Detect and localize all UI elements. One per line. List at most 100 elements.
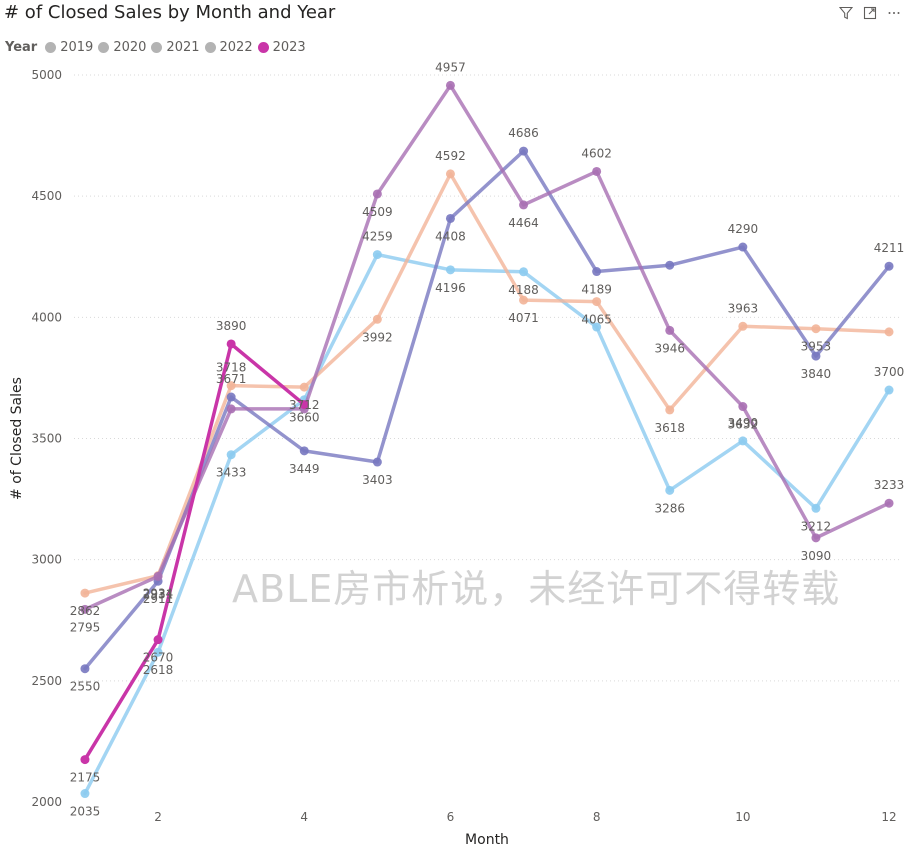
data-label: 3403 <box>362 473 393 487</box>
data-label: 3286 <box>654 501 685 515</box>
legend-marker <box>151 41 163 53</box>
legend-marker <box>204 41 216 53</box>
data-point-2020 <box>884 327 894 337</box>
data-label: 3718 <box>216 361 247 375</box>
data-label: 3632 <box>728 418 759 432</box>
data-point-2023 <box>153 635 163 645</box>
data-label: 3946 <box>654 341 685 355</box>
series-line-2019 <box>83 252 891 796</box>
data-point-2020 <box>445 169 455 179</box>
data-point-2019 <box>592 322 602 332</box>
data-label: 4196 <box>435 281 466 295</box>
data-label: 3090 <box>801 549 832 563</box>
series-line-2022 <box>83 83 891 612</box>
data-label: 2670 <box>143 651 174 665</box>
legend-item-2020[interactable]: 2020 <box>98 40 146 55</box>
data-point-2020 <box>811 324 821 334</box>
visual-header-icons <box>837 4 903 22</box>
data-point-2019 <box>445 265 455 275</box>
data-point-2022 <box>226 404 236 414</box>
data-point-2019 <box>372 250 382 260</box>
more-options-icon[interactable] <box>885 4 903 22</box>
focus-mode-icon[interactable] <box>861 4 879 22</box>
data-point-2021 <box>811 351 821 361</box>
data-point-2019 <box>80 789 90 799</box>
legend-item-2023[interactable]: 2023 <box>257 39 306 55</box>
data-label: 3963 <box>728 301 759 315</box>
data-point-2021 <box>226 392 236 402</box>
data-label: 4071 <box>508 311 539 325</box>
data-point-2019 <box>884 385 894 395</box>
data-point-2019 <box>811 503 821 513</box>
y-axis-title: # of Closed Sales <box>9 377 25 500</box>
data-point-2023 <box>299 400 309 410</box>
x-tick-label: 6 <box>447 810 455 824</box>
data-point-2019 <box>665 485 675 495</box>
data-label: 3700 <box>874 365 905 379</box>
legend-item-2021[interactable]: 2021 <box>151 40 200 55</box>
series-line-2023 <box>83 342 307 762</box>
data-label: 3233 <box>874 478 905 492</box>
x-tick-label: 10 <box>735 810 750 824</box>
data-label: 2931 <box>143 587 174 601</box>
y-tick-label: 2500 <box>31 674 62 688</box>
data-label: 3890 <box>216 319 247 333</box>
data-point-2022 <box>153 571 163 581</box>
data-label: 3660 <box>289 411 320 425</box>
data-point-2022 <box>665 325 675 335</box>
data-label: 3433 <box>216 466 247 480</box>
data-label: 3712 <box>289 398 320 412</box>
data-label: 3449 <box>289 462 320 476</box>
data-label: 3953 <box>801 340 832 354</box>
data-label: 4259 <box>362 230 393 244</box>
x-tick-label: 4 <box>300 810 308 824</box>
data-label: 4188 <box>508 283 539 297</box>
data-label: 4211 <box>874 241 905 255</box>
data-point-2021 <box>738 242 748 252</box>
legend-label: 2023 <box>272 39 306 55</box>
data-point-2022 <box>519 200 529 210</box>
legend-item-2019[interactable]: 2019 <box>45 40 93 55</box>
data-point-2020 <box>372 314 382 324</box>
data-label: 2862 <box>70 604 101 618</box>
y-tick-label: 2000 <box>31 795 62 809</box>
data-point-2020 <box>665 405 675 415</box>
data-label: 4290 <box>728 222 759 236</box>
legend-label: 2020 <box>113 39 147 55</box>
data-point-2020 <box>80 588 90 598</box>
data-point-2022 <box>80 604 90 614</box>
data-label: 4509 <box>362 205 393 219</box>
data-label: 2618 <box>143 663 174 677</box>
x-axis-title: Month <box>465 832 509 848</box>
legend-label: 2019 <box>60 39 94 55</box>
data-point-2019 <box>519 267 529 277</box>
data-point-2021 <box>592 267 602 277</box>
watermark-text: ABLE房市析说，未经许可不得转载 <box>232 567 841 611</box>
y-tick-label: 3500 <box>31 432 62 446</box>
data-label: 2035 <box>70 805 101 819</box>
filter-icon[interactable] <box>837 4 855 22</box>
data-point-2021 <box>299 446 309 456</box>
data-point-2022 <box>811 533 821 543</box>
legend-marker <box>45 41 57 53</box>
data-point-2020 <box>299 382 309 392</box>
data-point-2019 <box>153 647 163 657</box>
data-label: 3212 <box>801 519 832 533</box>
data-point-2022 <box>592 166 602 176</box>
y-tick-label: 4000 <box>31 310 62 324</box>
data-point-2023 <box>80 755 90 765</box>
data-point-2019 <box>226 450 236 460</box>
legend-item-2022[interactable]: 2022 <box>204 40 253 55</box>
data-label: 3992 <box>362 330 393 344</box>
data-label: 2911 <box>143 592 174 606</box>
data-point-2023 <box>226 339 236 349</box>
data-label: 3671 <box>216 372 247 386</box>
data-point-2021 <box>884 261 894 271</box>
data-label: 2175 <box>70 771 101 785</box>
data-point-2022 <box>445 80 455 90</box>
data-label: 3490 <box>728 416 759 430</box>
legend-title: Year <box>5 39 38 55</box>
series-line-2021 <box>83 149 891 671</box>
series-line-2020 <box>83 172 891 595</box>
